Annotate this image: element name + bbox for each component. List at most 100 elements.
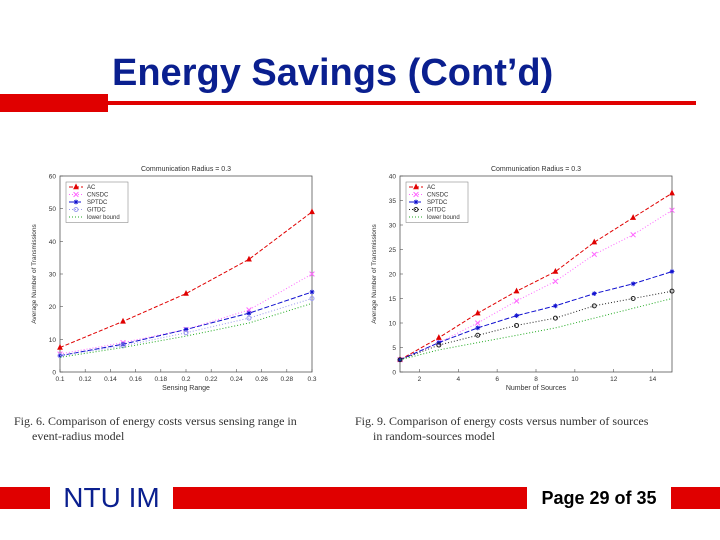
- y-tick-label: 30: [49, 272, 57, 279]
- data-point: [183, 290, 189, 296]
- series-lower-bound: [399, 298, 673, 361]
- series-line: [399, 192, 673, 361]
- data-point: [474, 320, 481, 326]
- slide-title: Energy Savings (Cont’d): [112, 52, 554, 94]
- x-tick-label: 6: [495, 376, 499, 383]
- data-point: [73, 207, 79, 212]
- caption-line: Fig. 6. Comparison of energy costs versu…: [14, 414, 297, 428]
- data-point: [630, 214, 637, 220]
- x-axis-label: Sensing Range: [162, 385, 210, 392]
- chart-title: Communication Radius = 0.3: [491, 166, 581, 173]
- caption-line: in random-sources model: [373, 429, 495, 443]
- figure-caption-9: Fig. 9. Comparison of energy costs versu…: [355, 414, 705, 444]
- data-point: [513, 287, 520, 294]
- x-tick-label: 2: [418, 376, 422, 383]
- series-ac: [397, 189, 675, 362]
- title-underline: [108, 101, 696, 105]
- chart-title: Communication Radius = 0.3: [141, 166, 231, 173]
- data-point: [669, 207, 675, 214]
- data-point: [413, 199, 419, 205]
- data-point: [435, 334, 442, 340]
- data-point: [591, 238, 598, 245]
- data-point: [436, 342, 442, 348]
- legend-entry: CNSDC: [87, 193, 109, 199]
- data-point: [553, 303, 558, 309]
- y-tick-label: 15: [389, 296, 397, 303]
- data-point: [630, 296, 636, 301]
- caption-line: Fig. 9. Comparison of energy costs versu…: [355, 414, 649, 428]
- series-cnsdc: [57, 271, 315, 357]
- data-point: [413, 207, 419, 212]
- y-tick-label: 30: [389, 223, 397, 230]
- data-point: [475, 332, 481, 338]
- y-axis-label: Average Number of Transmissions: [31, 223, 38, 323]
- x-tick-label: 4: [456, 376, 460, 383]
- accent-bar-left: [0, 94, 108, 112]
- page-number: Page 29 of 35: [527, 480, 671, 516]
- y-tick-label: 20: [389, 272, 397, 279]
- legend-entry: GITDC: [427, 208, 446, 214]
- data-point: [246, 315, 252, 321]
- data-point: [413, 191, 419, 198]
- x-tick-label: 14: [649, 376, 657, 383]
- series-gitdc: [57, 296, 315, 359]
- x-tick-label: 0.2: [181, 376, 190, 383]
- data-point: [309, 296, 315, 301]
- y-tick-label: 40: [49, 239, 57, 246]
- data-point: [591, 251, 598, 258]
- x-tick-label: 12: [610, 376, 618, 383]
- data-point: [73, 191, 79, 198]
- series-line: [59, 298, 313, 357]
- x-tick-label: 0.18: [154, 376, 167, 383]
- y-tick-label: 0: [52, 370, 56, 377]
- series-line: [59, 211, 313, 348]
- data-point: [246, 310, 252, 316]
- figure-caption-6: Fig. 6. Comparison of energy costs versu…: [14, 414, 354, 444]
- y-tick-label: 0: [392, 370, 396, 377]
- data-point: [475, 325, 481, 331]
- data-point: [73, 183, 79, 190]
- footer-org-label: NTU IM: [50, 478, 173, 518]
- data-point: [669, 288, 675, 294]
- data-point: [57, 343, 63, 350]
- y-tick-label: 5: [392, 345, 396, 352]
- y-tick-label: 25: [389, 247, 397, 254]
- y-tick-label: 40: [389, 174, 397, 181]
- data-point: [397, 357, 403, 363]
- x-tick-label: 8: [534, 376, 538, 383]
- x-tick-label: 0.12: [79, 376, 92, 383]
- y-tick-label: 50: [49, 206, 57, 213]
- legend-entry: GITDC: [87, 208, 106, 214]
- legend-entry: AC: [87, 185, 96, 191]
- x-tick-label: 0.24: [230, 376, 243, 383]
- data-point: [514, 322, 520, 328]
- x-tick-label: 10: [571, 376, 579, 383]
- x-tick-label: 0.14: [104, 376, 117, 383]
- y-tick-label: 10: [389, 321, 397, 328]
- x-tick-label: 0.1: [55, 376, 64, 383]
- x-tick-label: 0.16: [129, 376, 142, 383]
- y-tick-label: 35: [389, 198, 397, 205]
- legend-entry: CNSDC: [427, 193, 449, 199]
- chart-sensing-range: Communication Radius = 0.3 0.1 0.12 0.14 0.1…: [31, 166, 317, 392]
- data-point: [413, 183, 419, 190]
- legend-entry: SPTDC: [427, 200, 448, 206]
- data-point: [591, 291, 597, 296]
- series-gitdc: [397, 288, 675, 363]
- data-point: [591, 303, 597, 309]
- data-point: [552, 267, 559, 274]
- series-line: [399, 271, 673, 361]
- data-point: [309, 271, 315, 277]
- series-line: [59, 273, 313, 355]
- y-tick-label: 10: [49, 337, 57, 344]
- legend-entry: AC: [427, 185, 436, 191]
- series-ac: [57, 208, 315, 350]
- data-point: [669, 269, 675, 274]
- series-line: [399, 290, 673, 361]
- data-point: [57, 353, 63, 359]
- data-point: [309, 208, 315, 215]
- y-tick-label: 60: [49, 174, 57, 181]
- data-point: [183, 330, 189, 336]
